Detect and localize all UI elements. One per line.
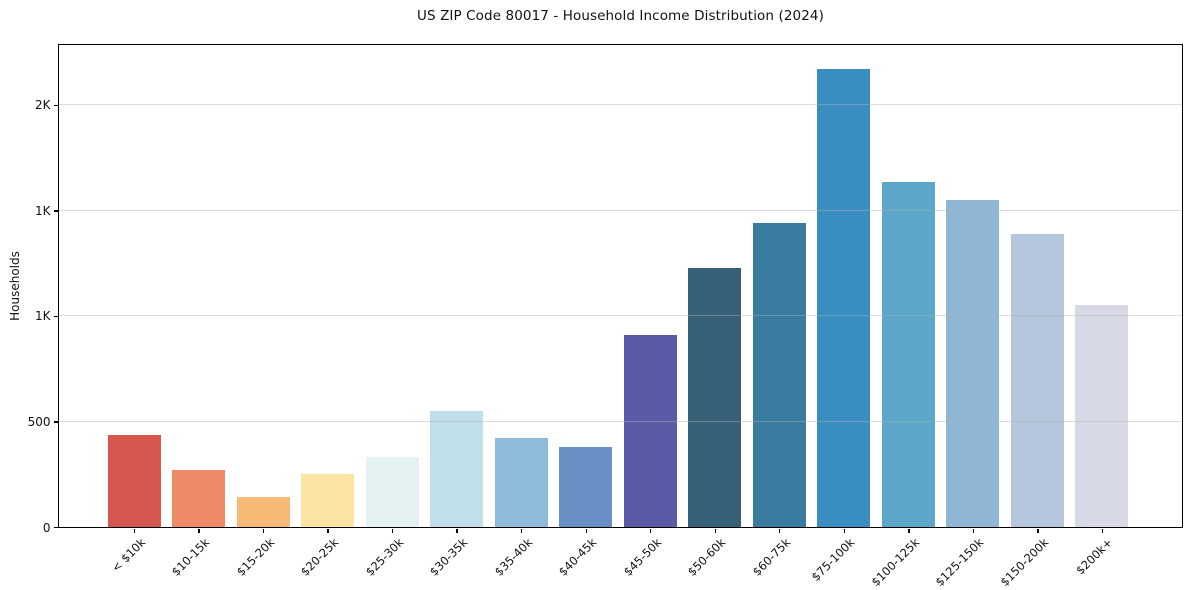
x-tick-mark-$50-60k	[714, 529, 716, 533]
bar-$30-35k	[430, 410, 484, 527]
bar-$25-30k	[365, 457, 419, 527]
x-tick-mark-$40-45k	[585, 529, 587, 533]
x-tick-mark-$150-200k	[1037, 529, 1039, 533]
bar-$75-100k	[817, 69, 871, 527]
x-tick-label-$60-75k: $60-75k	[749, 534, 793, 579]
x-tick-mark-$125-150k	[972, 529, 975, 533]
x-tick-label-$30-35k: $30-35k	[426, 534, 471, 579]
x-tick-label-$10-15k: $10-15k	[168, 534, 213, 579]
x-tick-label-$50-60k: $50-60k	[685, 534, 729, 579]
bar-< $10k	[107, 435, 161, 527]
x-tick-mark-$10-15k	[198, 529, 200, 533]
x-tick-label-$125-150k: $125-150k	[932, 534, 987, 589]
x-tick-mark-$100-125k	[908, 529, 910, 533]
x-tick-label-$200k+: $200k+	[1073, 534, 1116, 577]
bar-$50-60k	[688, 268, 742, 527]
x-tick-mark-$200k+	[1101, 529, 1104, 533]
x-tick-label-$15-20k: $15-20k	[233, 534, 277, 579]
x-tick-label-< $10k: < $10k	[108, 534, 148, 575]
x-tick-label-$100-125k: $100-125k	[868, 534, 923, 589]
bar-$10-15k	[172, 470, 226, 527]
bar-$40-45k	[559, 446, 613, 527]
x-tick-label-$75-100k: $75-100k	[808, 534, 858, 584]
x-tick-mark-$35-40k	[520, 529, 523, 533]
x-tick-mark-$45-50k	[650, 529, 652, 533]
x-tick-label-$25-30k: $25-30k	[362, 534, 406, 579]
x-tick-mark-$20-25k	[327, 529, 329, 533]
plot-area	[58, 44, 1183, 528]
gridline-1000	[59, 315, 1182, 317]
bar-$15-20k	[236, 497, 290, 527]
gridline-2000	[59, 104, 1182, 106]
y-axis-title: Households	[8, 251, 22, 321]
x-tick-label-$40-45k: $40-45k	[555, 534, 600, 579]
x-tick-mark-$25-30k	[391, 529, 394, 533]
bar-$100-125k	[881, 181, 935, 527]
bar-$150-200k	[1010, 233, 1064, 527]
x-tick-mark-$60-75k	[779, 529, 781, 533]
x-tick-label-$20-25k: $20-25k	[297, 534, 342, 579]
x-tick-label-$150-200k: $150-200k	[997, 534, 1052, 589]
chart-title: US ZIP Code 80017 - Household Income Dis…	[417, 8, 824, 24]
bar-$60-75k	[752, 223, 806, 527]
x-tick-mark-$75-100k	[843, 529, 846, 533]
x-tick-mark-$15-20k	[262, 529, 265, 533]
y-axis-title-wrap: Households	[5, 45, 25, 527]
bar-$35-40k	[494, 438, 548, 527]
bar-$200k+	[1075, 305, 1129, 527]
bar-$125-150k	[946, 199, 1000, 527]
x-tick-mark-$30-35k	[456, 529, 458, 533]
x-tick-label-$45-50k: $45-50k	[620, 534, 664, 579]
x-tick-mark-< $10k	[133, 529, 136, 533]
bar-$45-50k	[623, 334, 677, 527]
bar-$20-25k	[301, 474, 355, 527]
gridline-1500	[59, 209, 1182, 211]
x-tick-label-$35-40k: $35-40k	[491, 534, 535, 579]
gridline-500	[59, 420, 1182, 422]
